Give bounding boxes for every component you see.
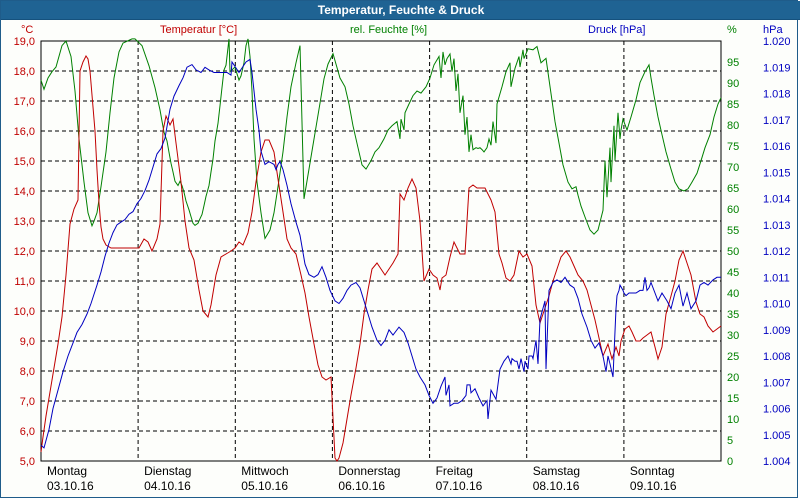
svg-text:90: 90: [727, 78, 739, 90]
svg-text:60: 60: [727, 204, 739, 216]
svg-text:10,0: 10,0: [14, 306, 35, 318]
svg-text:07.10.16: 07.10.16: [436, 479, 483, 493]
svg-text:Freitag: Freitag: [436, 464, 473, 478]
svg-text:1.006: 1.006: [763, 404, 791, 416]
svg-text:05.10.16: 05.10.16: [241, 479, 288, 493]
svg-text:10: 10: [727, 414, 739, 426]
svg-text:15: 15: [727, 393, 739, 405]
svg-text:11,0: 11,0: [14, 276, 35, 288]
svg-text:1.011: 1.011: [763, 272, 790, 284]
svg-text:0: 0: [727, 456, 733, 468]
svg-text:Samstag: Samstag: [533, 464, 580, 478]
svg-text:Donnerstag: Donnerstag: [338, 464, 400, 478]
svg-text:1.020: 1.020: [763, 36, 791, 48]
svg-text:1.018: 1.018: [763, 89, 791, 101]
svg-text:°C: °C: [21, 24, 33, 36]
svg-text:1.015: 1.015: [763, 167, 791, 179]
svg-text:50: 50: [727, 246, 739, 258]
svg-text:12,0: 12,0: [14, 246, 35, 258]
svg-text:65: 65: [727, 183, 739, 195]
svg-text:14,0: 14,0: [14, 186, 35, 198]
svg-text:13,0: 13,0: [14, 216, 35, 228]
svg-text:7,0: 7,0: [20, 396, 35, 408]
svg-text:70: 70: [727, 162, 739, 174]
svg-text:1.008: 1.008: [763, 351, 791, 363]
svg-text:1.012: 1.012: [763, 246, 791, 258]
svg-text:35: 35: [727, 309, 739, 321]
svg-text:80: 80: [727, 120, 739, 132]
svg-text:Montag: Montag: [47, 464, 87, 478]
svg-text:04.10.16: 04.10.16: [144, 479, 191, 493]
svg-text:Sonntag: Sonntag: [630, 464, 675, 478]
svg-text:20: 20: [727, 372, 739, 384]
svg-text:Mittwoch: Mittwoch: [241, 464, 288, 478]
svg-text:45: 45: [727, 267, 739, 279]
svg-text:15,0: 15,0: [14, 156, 35, 168]
svg-text:9,0: 9,0: [20, 336, 35, 348]
svg-text:1.004: 1.004: [763, 456, 791, 468]
svg-text:30: 30: [727, 330, 739, 342]
svg-text:6,0: 6,0: [20, 426, 35, 438]
svg-text:1.016: 1.016: [763, 141, 791, 153]
svg-text:1.013: 1.013: [763, 220, 791, 232]
svg-text:1.019: 1.019: [763, 62, 791, 74]
svg-text:95: 95: [727, 57, 739, 69]
svg-text:19,0: 19,0: [14, 36, 35, 48]
svg-text:5,0: 5,0: [20, 456, 35, 468]
svg-text:1.009: 1.009: [763, 325, 791, 337]
svg-text:55: 55: [727, 225, 739, 237]
svg-text:%: %: [727, 24, 737, 36]
svg-text:1.010: 1.010: [763, 299, 791, 311]
svg-text:40: 40: [727, 288, 739, 300]
svg-text:hPa: hPa: [763, 24, 783, 36]
svg-text:25: 25: [727, 351, 739, 363]
svg-text:Dienstag: Dienstag: [144, 464, 191, 478]
svg-text:1.017: 1.017: [763, 115, 791, 127]
svg-text:06.10.16: 06.10.16: [338, 479, 385, 493]
svg-text:1.014: 1.014: [763, 194, 791, 206]
svg-text:09.10.16: 09.10.16: [630, 479, 677, 493]
svg-text:18,0: 18,0: [14, 66, 35, 78]
svg-text:16,0: 16,0: [14, 126, 35, 138]
svg-text:1.005: 1.005: [763, 430, 791, 442]
svg-text:5: 5: [727, 435, 733, 447]
svg-text:85: 85: [727, 99, 739, 111]
svg-text:17,0: 17,0: [14, 96, 35, 108]
svg-text:8,0: 8,0: [20, 366, 35, 378]
svg-text:03.10.16: 03.10.16: [47, 479, 94, 493]
svg-text:1.007: 1.007: [763, 377, 791, 389]
svg-text:75: 75: [727, 141, 739, 153]
svg-text:08.10.16: 08.10.16: [533, 479, 580, 493]
